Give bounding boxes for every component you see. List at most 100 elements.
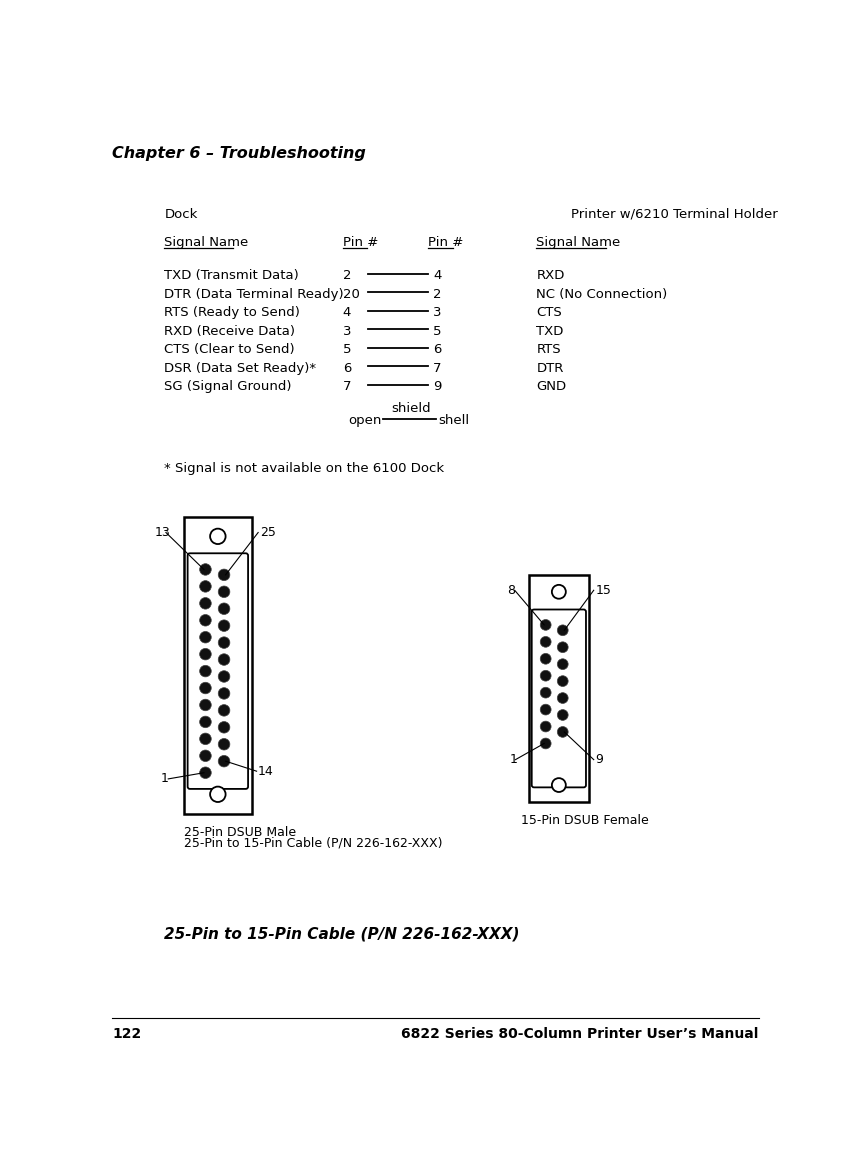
Circle shape [558,658,568,670]
Text: Signal Name: Signal Name [536,236,620,249]
Circle shape [200,683,212,694]
Text: 3: 3 [434,306,442,319]
Text: 7: 7 [343,380,351,393]
Circle shape [541,654,551,664]
FancyBboxPatch shape [532,609,586,788]
Text: shield: shield [391,402,431,415]
Circle shape [541,636,551,648]
Text: 25: 25 [260,527,275,539]
Text: RXD (Receive Data): RXD (Receive Data) [164,325,296,338]
Text: RTS: RTS [536,343,561,356]
Text: 25-Pin to 15-Pin Cable (P/N 226-162-XXX): 25-Pin to 15-Pin Cable (P/N 226-162-XXX) [164,926,520,941]
Text: 5: 5 [434,325,442,338]
Text: 25-Pin DSUB Male: 25-Pin DSUB Male [184,826,296,839]
Text: 9: 9 [434,380,442,393]
Circle shape [558,693,568,704]
Text: DTR: DTR [536,361,564,375]
Circle shape [200,631,212,643]
Text: 3: 3 [343,325,351,338]
Circle shape [541,739,551,749]
Circle shape [218,569,230,580]
Text: shell: shell [438,414,469,426]
Text: Chapter 6 – Troubleshooting: Chapter 6 – Troubleshooting [112,146,366,161]
Text: * Signal is not available on the 6100 Dock: * Signal is not available on the 6100 Do… [164,461,445,474]
Text: DTR (Data Terminal Ready): DTR (Data Terminal Ready) [164,288,344,301]
Circle shape [558,624,568,636]
Text: Pin #: Pin # [428,236,463,249]
Circle shape [558,676,568,686]
Text: NC (No Connection): NC (No Connection) [536,288,667,301]
Text: 20: 20 [343,288,360,301]
Text: CTS: CTS [536,306,562,319]
Text: 2: 2 [343,269,351,282]
Circle shape [541,670,551,682]
Text: RXD: RXD [536,269,564,282]
Text: 5: 5 [343,343,351,356]
Text: CTS (Clear to Send): CTS (Clear to Send) [164,343,295,356]
Circle shape [541,721,551,732]
Text: RTS (Ready to Send): RTS (Ready to Send) [164,306,300,319]
Text: 6822 Series 80-Column Printer User’s Manual: 6822 Series 80-Column Printer User’s Man… [401,1026,759,1040]
Circle shape [558,642,568,652]
Circle shape [552,778,566,792]
Circle shape [210,529,225,544]
Text: 7: 7 [434,361,442,375]
Text: 25-Pin to 15-Pin Cable (P/N 226-162-XXX): 25-Pin to 15-Pin Cable (P/N 226-162-XXX) [184,836,442,849]
Text: 4: 4 [434,269,442,282]
Text: Pin #: Pin # [343,236,378,249]
FancyBboxPatch shape [188,553,248,789]
Text: 14: 14 [258,764,274,778]
Text: Signal Name: Signal Name [164,236,248,249]
Text: 1: 1 [509,753,517,767]
Circle shape [552,585,566,599]
Text: 13: 13 [155,527,170,539]
Circle shape [200,649,212,659]
Text: Dock: Dock [164,207,198,220]
Text: SG (Signal Ground): SG (Signal Ground) [164,380,292,393]
Circle shape [218,739,230,750]
Text: 122: 122 [112,1026,142,1040]
Circle shape [218,721,230,733]
Text: DSR (Data Set Ready)*: DSR (Data Set Ready)* [164,361,316,375]
Text: Printer w/6210 Terminal Holder: Printer w/6210 Terminal Holder [571,207,778,220]
Text: open: open [348,414,382,426]
Bar [529,574,589,802]
Circle shape [558,709,568,720]
Text: TXD (Transmit Data): TXD (Transmit Data) [164,269,299,282]
Circle shape [200,699,212,711]
Text: TXD: TXD [536,325,564,338]
Circle shape [218,705,230,716]
Text: 4: 4 [343,306,351,319]
Text: 9: 9 [595,753,604,767]
Circle shape [200,665,212,677]
Circle shape [541,687,551,698]
Circle shape [200,767,212,778]
Text: 15-Pin DSUB Female: 15-Pin DSUB Female [521,814,649,827]
Circle shape [218,603,230,614]
Circle shape [541,620,551,630]
Circle shape [541,704,551,715]
Circle shape [200,750,212,762]
Circle shape [200,564,212,576]
Text: 8: 8 [507,584,515,596]
Circle shape [200,716,212,728]
Text: 6: 6 [343,361,351,375]
Circle shape [218,654,230,665]
Text: GND: GND [536,380,566,393]
Circle shape [210,786,225,802]
Circle shape [218,671,230,683]
Text: 6: 6 [434,343,442,356]
Circle shape [218,586,230,598]
Text: 15: 15 [595,584,611,596]
Circle shape [200,598,212,609]
Circle shape [218,637,230,649]
Circle shape [218,755,230,767]
Text: 1: 1 [161,772,168,785]
Circle shape [218,687,230,699]
Circle shape [200,580,212,592]
Text: 2: 2 [434,288,442,301]
Circle shape [200,733,212,744]
Circle shape [558,727,568,737]
Circle shape [200,614,212,626]
Circle shape [218,620,230,631]
